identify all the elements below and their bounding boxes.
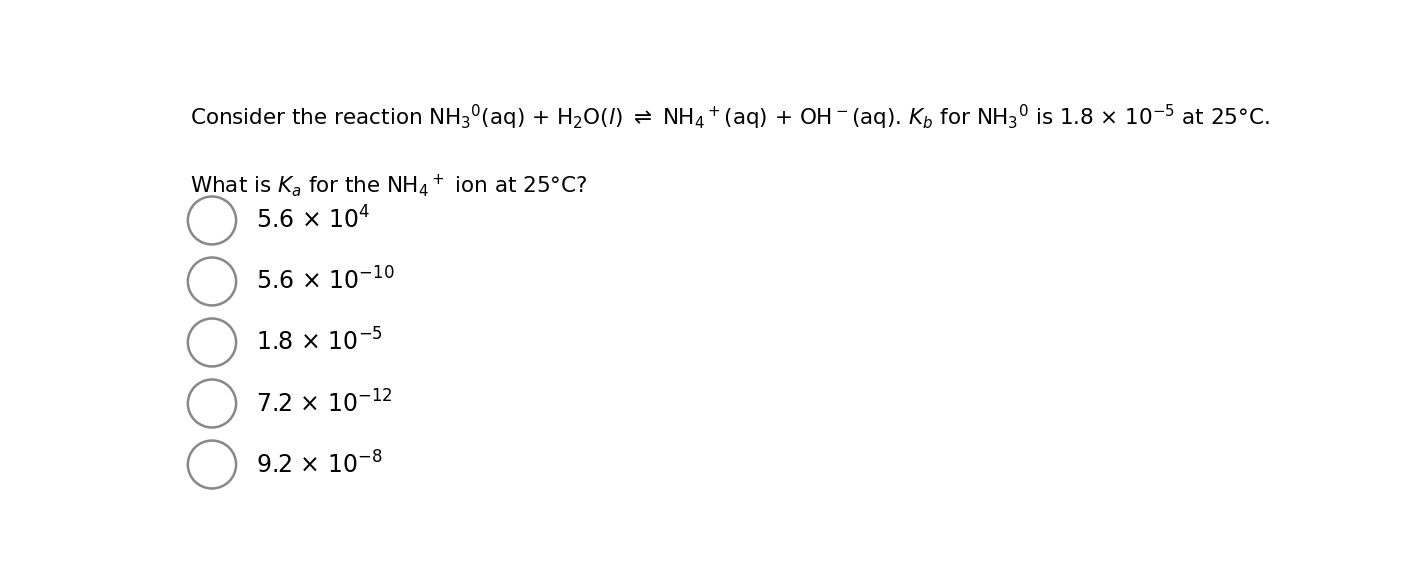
- Text: 7.2 $\times$ 10$^{-12}$: 7.2 $\times$ 10$^{-12}$: [256, 390, 392, 417]
- Text: What is $K_a$ for the NH$_4$$^+$ ion at 25°C?: What is $K_a$ for the NH$_4$$^+$ ion at …: [190, 173, 587, 199]
- Text: Consider the reaction NH$_3$$^0$(aq) + H$_2$O($\it{l}$) $\rightleftharpoons$ NH$: Consider the reaction NH$_3$$^0$(aq) + H…: [190, 103, 1269, 132]
- Text: 5.6 $\times$ 10$^{-10}$: 5.6 $\times$ 10$^{-10}$: [256, 268, 395, 295]
- Text: 5.6 $\times$ 10$^{4}$: 5.6 $\times$ 10$^{4}$: [256, 207, 371, 234]
- Text: 9.2 $\times$ 10$^{-8}$: 9.2 $\times$ 10$^{-8}$: [256, 451, 382, 478]
- Text: 1.8 $\times$ 10$^{-5}$: 1.8 $\times$ 10$^{-5}$: [256, 329, 382, 356]
